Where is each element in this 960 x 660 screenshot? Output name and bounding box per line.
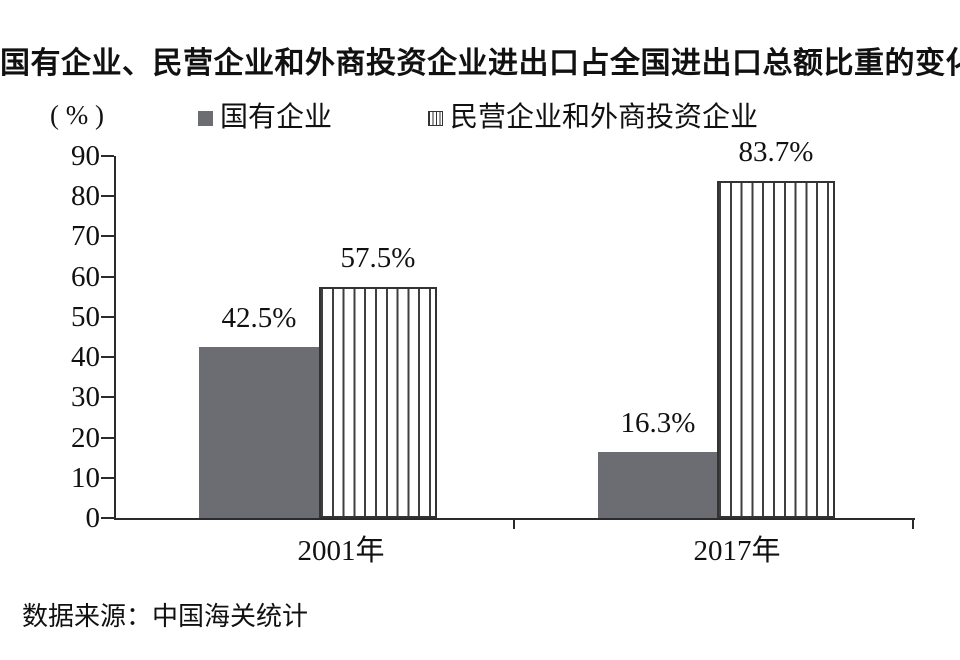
y-tick-label: 0	[85, 502, 101, 534]
y-axis-tick	[101, 235, 114, 238]
bar-solid	[199, 347, 319, 518]
x-category-label: 2017年	[693, 535, 781, 567]
bar-value-label: 57.5%	[340, 241, 416, 274]
y-tick-label: 10	[71, 461, 100, 494]
y-axis-tick	[101, 436, 114, 439]
data-source: 数据来源：中国海关统计	[22, 602, 309, 631]
y-tick-label: 90	[71, 140, 100, 172]
y-tick-label: 50	[71, 300, 100, 333]
solid-gray-swatch-icon	[198, 110, 213, 126]
legend-label-private-foreign: 民营企业和外商投资企业	[450, 102, 759, 133]
legend-label-state-owned: 国有企业	[220, 102, 333, 133]
striped-swatch-icon	[428, 110, 443, 126]
y-tick-label: 60	[71, 260, 100, 293]
chart-title: 国有企业、民营企业和外商投资企业进出口占全国进出口总额比重的变化	[0, 47, 960, 80]
bar-striped	[319, 286, 437, 518]
y-axis-tick	[101, 396, 114, 399]
y-tick-label: 20	[71, 421, 100, 454]
y-axis-unit-label: ( % )	[50, 100, 104, 130]
y-axis-tick	[101, 476, 114, 479]
x-category-label: 2001年	[297, 535, 385, 567]
bar-value-label: 42.5%	[221, 302, 297, 335]
y-axis-tick	[101, 356, 114, 359]
y-tick-label: 70	[71, 220, 100, 253]
bar-value-label: 16.3%	[620, 407, 696, 440]
bar-value-label: 83.7%	[738, 136, 814, 169]
x-axis-tick	[912, 518, 914, 529]
y-axis-tick	[101, 517, 114, 519]
y-axis-line	[114, 156, 116, 520]
y-tick-label: 30	[71, 381, 100, 414]
x-axis-tick	[513, 518, 515, 529]
bar-striped	[717, 181, 835, 518]
y-axis-tick	[101, 315, 114, 318]
y-axis-tick	[101, 275, 114, 278]
legend-item-private-foreign: 民营企业和外商投资企业	[428, 102, 758, 134]
y-tick-label: 80	[71, 180, 100, 213]
bar-solid	[598, 452, 718, 518]
legend-item-state-owned: 国有企业	[198, 102, 332, 134]
y-tick-label: 40	[71, 341, 100, 374]
y-axis-tick	[101, 195, 114, 198]
y-axis-tick	[101, 155, 114, 157]
